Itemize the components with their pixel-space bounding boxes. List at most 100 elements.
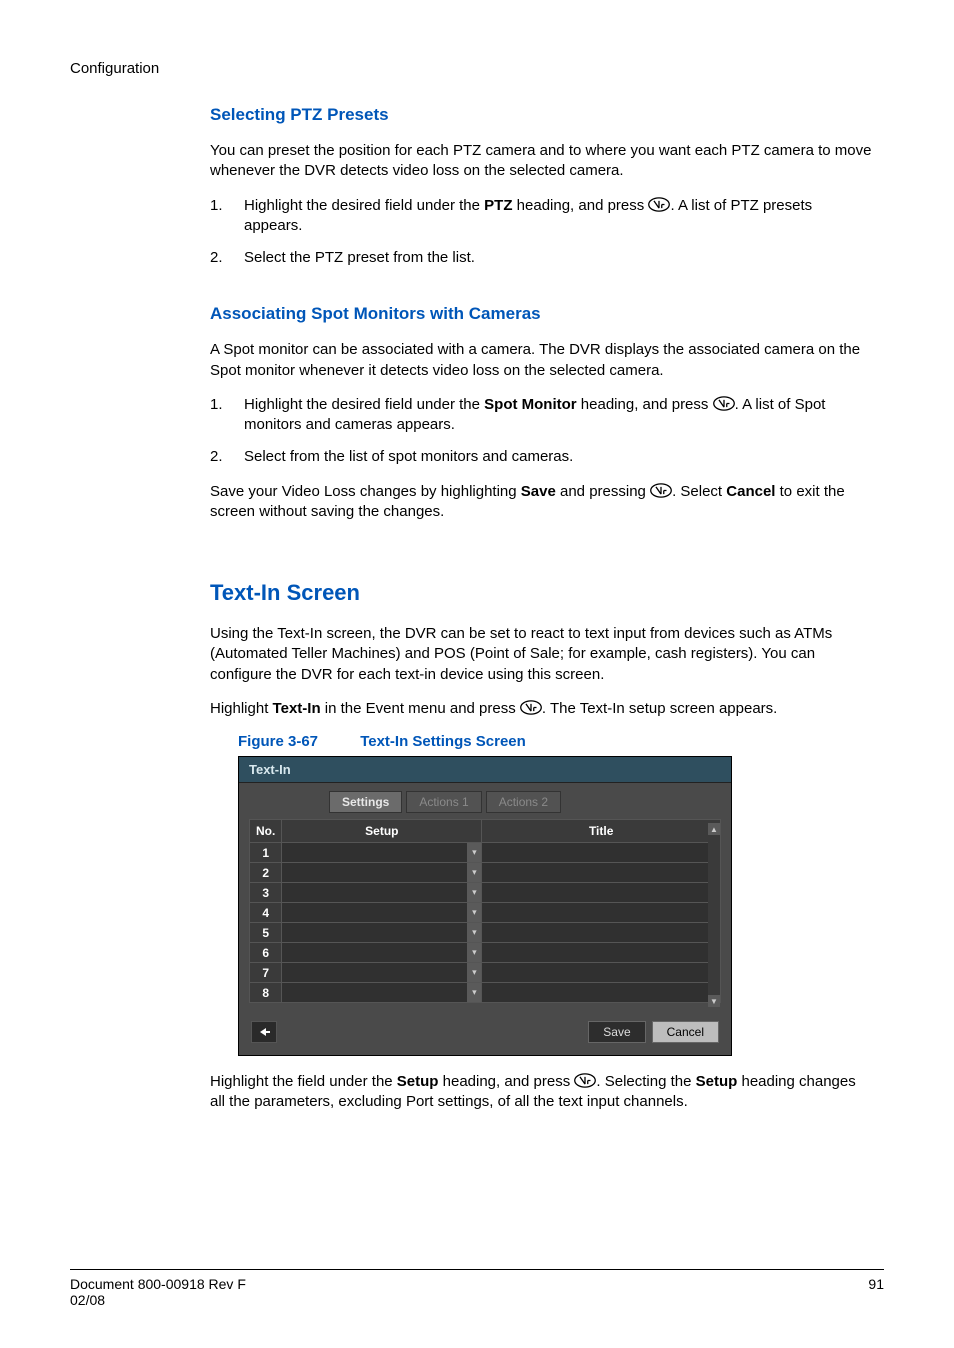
table-row: 1▾	[250, 843, 721, 863]
title-cell[interactable]	[482, 903, 721, 923]
chevron-down-icon[interactable]: ▾	[467, 863, 481, 882]
row-number: 5	[250, 923, 282, 943]
text: heading, and press	[438, 1073, 574, 1090]
text-in-settings-screen: Text-In Settings Actions 1 Actions 2 No.…	[238, 756, 732, 1056]
chevron-down-icon[interactable]: ▾	[467, 883, 481, 902]
setup-cell[interactable]: ▾	[282, 883, 482, 903]
page-content: Selecting PTZ Presets You can preset the…	[210, 105, 874, 1113]
title-cell[interactable]	[482, 843, 721, 863]
setup-cell[interactable]: ▾	[282, 983, 482, 1003]
step-body: Select the PTZ preset from the list.	[244, 248, 874, 268]
bold-text: Setup	[696, 1073, 738, 1090]
figure-caption: Figure 3-67 Text-In Settings Screen	[238, 733, 874, 750]
spot-intro: A Spot monitor can be associated with a …	[210, 340, 874, 381]
row-number: 4	[250, 903, 282, 923]
bold-text: Spot Monitor	[484, 396, 576, 413]
bold-text: Cancel	[726, 483, 775, 500]
tab-actions-2[interactable]: Actions 2	[486, 791, 561, 813]
col-no: No.	[250, 820, 282, 843]
text-in-highlight: Highlight Text-In in the Event menu and …	[210, 699, 874, 719]
chevron-down-icon[interactable]: ▾	[467, 983, 481, 1002]
window-title: Text-In	[239, 757, 731, 783]
row-number: 8	[250, 983, 282, 1003]
row-number: 3	[250, 883, 282, 903]
save-note: Save your Video Loss changes by highligh…	[210, 482, 874, 523]
row-number: 6	[250, 943, 282, 963]
table-row: 4▾	[250, 903, 721, 923]
setup-cell[interactable]: ▾	[282, 903, 482, 923]
doc-line2: 02/08	[70, 1292, 246, 1308]
title-cell[interactable]	[482, 883, 721, 903]
back-button[interactable]	[251, 1021, 277, 1043]
text: Highlight the desired field under the	[244, 396, 484, 413]
bold-text: Setup	[397, 1073, 439, 1090]
table-row: 8▾	[250, 983, 721, 1003]
col-setup: Setup	[282, 820, 482, 843]
bold-text: PTZ	[484, 197, 512, 214]
table-row: 2▾	[250, 863, 721, 883]
text-in-outro: Highlight the field under the Setup head…	[210, 1072, 874, 1113]
dialog-actions: Save Cancel	[588, 1021, 719, 1043]
save-button[interactable]: Save	[588, 1021, 645, 1043]
heading-selecting-ptz-presets: Selecting PTZ Presets	[210, 105, 874, 125]
running-head: Configuration	[70, 60, 884, 77]
bold-text: Save	[521, 483, 556, 500]
setup-cell[interactable]: ▾	[282, 863, 482, 883]
ptz-steps: 1. Highlight the desired field under the…	[210, 196, 874, 269]
scroll-down-icon[interactable]: ▼	[708, 995, 720, 1007]
bold-text: Text-In	[273, 700, 321, 717]
text: Highlight the desired field under the	[244, 197, 484, 214]
title-cell[interactable]	[482, 863, 721, 883]
setup-cell[interactable]: ▾	[282, 963, 482, 983]
chevron-down-icon[interactable]: ▾	[467, 943, 481, 962]
text-in-intro: Using the Text-In screen, the DVR can be…	[210, 624, 874, 685]
title-cell[interactable]	[482, 943, 721, 963]
text: . The Text-In setup screen appears.	[542, 700, 777, 717]
setup-cell[interactable]: ▾	[282, 923, 482, 943]
row-number: 7	[250, 963, 282, 983]
tab-actions-1[interactable]: Actions 1	[406, 791, 481, 813]
step-body: Highlight the desired field under the Sp…	[244, 395, 874, 436]
table-row: 3▾	[250, 883, 721, 903]
chevron-down-icon[interactable]: ▾	[467, 903, 481, 922]
title-cell[interactable]	[482, 983, 721, 1003]
text: . Select	[672, 483, 726, 500]
page-number: 91	[868, 1276, 884, 1308]
row-number: 1	[250, 843, 282, 863]
enter-icon	[574, 1073, 596, 1088]
enter-icon	[713, 396, 735, 411]
chevron-down-icon[interactable]: ▾	[467, 923, 481, 942]
figure-title: Text-In Settings Screen	[360, 733, 526, 750]
step-body: Highlight the desired field under the PT…	[244, 196, 874, 237]
heading-text-in-screen: Text-In Screen	[210, 580, 874, 606]
chevron-down-icon[interactable]: ▾	[467, 843, 481, 862]
back-arrow-icon	[256, 1026, 272, 1038]
chevron-down-icon[interactable]: ▾	[467, 963, 481, 982]
cancel-button[interactable]: Cancel	[652, 1021, 719, 1043]
doc-line1: Document 800-00918 Rev F	[70, 1276, 246, 1292]
tab-bar: Settings Actions 1 Actions 2	[239, 783, 731, 819]
table-row: 6▾	[250, 943, 721, 963]
enter-icon	[520, 700, 542, 715]
scroll-up-icon[interactable]: ▲	[708, 823, 720, 835]
step-body: Select from the list of spot monitors an…	[244, 447, 874, 467]
list-item: 2. Select from the list of spot monitors…	[210, 447, 874, 467]
step-number: 2.	[210, 248, 244, 268]
title-cell[interactable]	[482, 923, 721, 943]
title-cell[interactable]	[482, 963, 721, 983]
step-number: 1.	[210, 395, 244, 436]
text: in the Event menu and press	[321, 700, 520, 717]
text: Save your Video Loss changes by highligh…	[210, 483, 521, 500]
dialog-footer: Save Cancel	[239, 1011, 731, 1055]
list-item: 2. Select the PTZ preset from the list.	[210, 248, 874, 268]
setup-cell[interactable]: ▾	[282, 943, 482, 963]
setup-cell[interactable]: ▾	[282, 843, 482, 863]
heading-associating-spot-monitors: Associating Spot Monitors with Cameras	[210, 304, 874, 324]
enter-icon	[648, 197, 670, 212]
scrollbar[interactable]: ▲ ▼	[708, 823, 720, 1007]
table-row: 7▾	[250, 963, 721, 983]
text: heading, and press	[513, 197, 649, 214]
tab-settings[interactable]: Settings	[329, 791, 402, 813]
page-footer: Document 800-00918 Rev F 02/08 91	[70, 1269, 884, 1308]
enter-icon	[650, 483, 672, 498]
